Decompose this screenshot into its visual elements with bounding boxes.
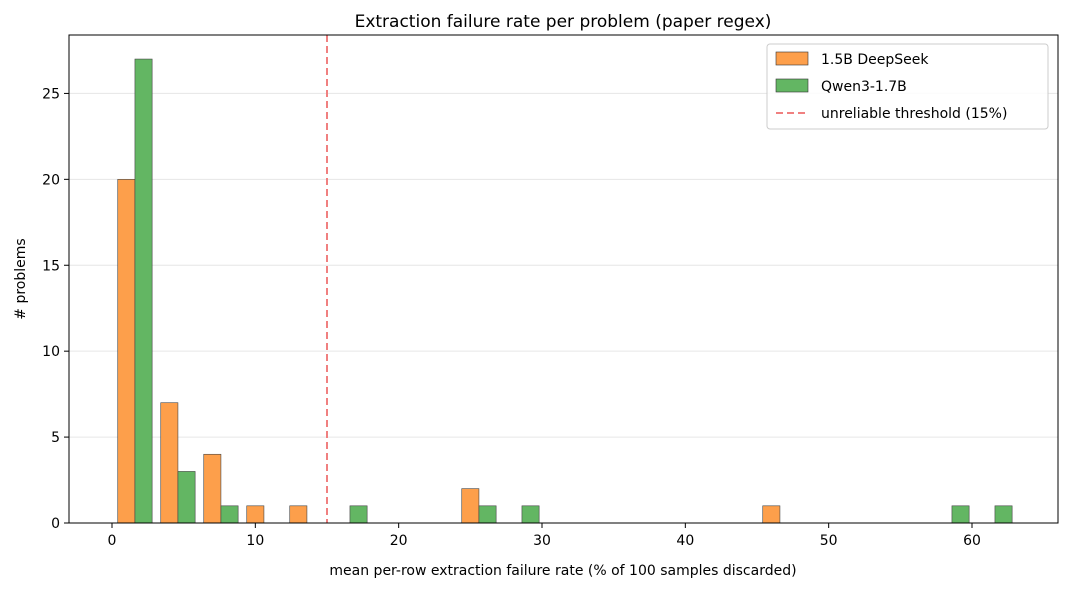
legend-label-deepseek: 1.5B DeepSeek [821, 52, 929, 68]
bar-qwen [521, 505, 540, 524]
y-tick-label: 0 [51, 516, 60, 532]
bar-deepseek [461, 488, 480, 524]
x-tick-label: 40 [676, 533, 694, 549]
y-tick-label: 10 [42, 344, 60, 360]
y-tick-label: 5 [51, 430, 60, 446]
x-tick-label: 0 [108, 533, 117, 549]
chart-title: Extraction failure rate per problem (pap… [355, 12, 772, 32]
bar-deepseek [160, 402, 179, 524]
x-axis-label: mean per-row extraction failure rate (% … [329, 563, 796, 579]
legend-label-qwen: Qwen3-1.7B [821, 79, 907, 95]
legend-label-threshold: unreliable threshold (15%) [821, 106, 1007, 122]
x-axis-ticks: 0 10 20 30 40 50 60 [108, 523, 981, 549]
x-tick-label: 30 [533, 533, 551, 549]
legend: 1.5B DeepSeek Qwen3-1.7B unreliable thre… [766, 43, 1049, 130]
x-tick-label: 50 [820, 533, 838, 549]
bar-qwen [478, 505, 497, 524]
bar-deepseek [762, 505, 781, 524]
y-tick-label: 20 [42, 172, 60, 188]
y-axis-ticks: 0 5 10 15 20 25 [42, 86, 69, 532]
legend-box [766, 43, 1049, 130]
legend-swatch-qwen [775, 78, 809, 93]
bar-qwen [220, 505, 239, 524]
bar-deepseek [289, 505, 308, 524]
y-tick-label: 25 [42, 86, 60, 102]
bar-qwen [177, 471, 196, 524]
bar-deepseek [117, 179, 136, 524]
bar-deepseek [203, 453, 222, 524]
grid [69, 92, 1058, 438]
plot-frame [68, 34, 1059, 524]
legend-swatch-deepseek [775, 51, 809, 66]
x-tick-label: 10 [246, 533, 264, 549]
x-tick-label: 60 [963, 533, 981, 549]
bar-qwen [951, 505, 970, 524]
bar-qwen [134, 58, 153, 524]
x-tick-label: 20 [390, 533, 408, 549]
bar-qwen [349, 505, 368, 524]
y-axis-label: # problems [13, 238, 29, 319]
bar-qwen [994, 505, 1013, 524]
bar-deepseek [246, 505, 265, 524]
y-tick-label: 15 [42, 258, 60, 274]
